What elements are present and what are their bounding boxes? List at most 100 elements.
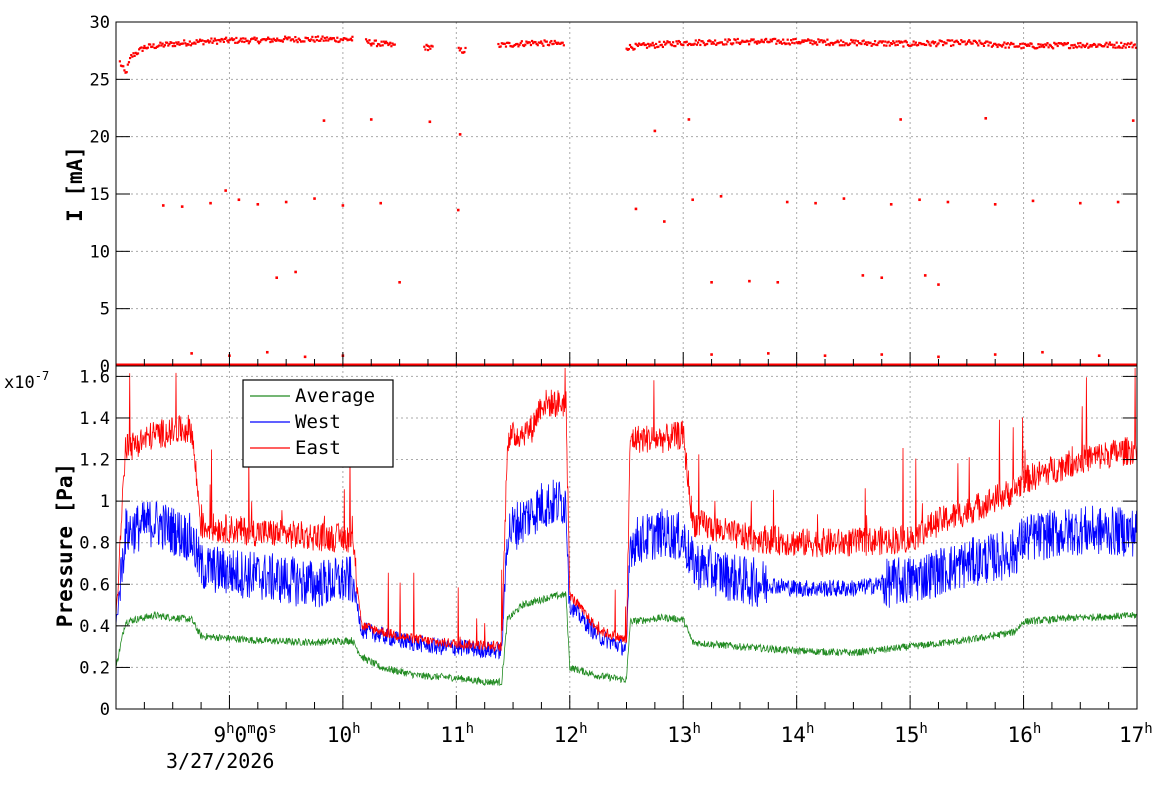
current-point <box>665 42 668 45</box>
current-point <box>842 40 845 44</box>
current-point <box>785 42 788 45</box>
current-point <box>1081 43 1084 46</box>
current-point <box>817 38 820 41</box>
current-point <box>656 45 659 49</box>
current-point <box>1092 42 1096 46</box>
current-point <box>153 46 156 50</box>
current-point <box>883 44 886 47</box>
x-tick-label: 11h <box>440 721 474 747</box>
current-point <box>229 38 232 41</box>
current-point <box>994 42 997 45</box>
current-point <box>729 42 733 45</box>
current-point <box>700 40 703 43</box>
current-point <box>660 43 663 46</box>
current-point <box>1039 43 1042 46</box>
current-point <box>1053 41 1056 44</box>
current-point <box>683 41 686 44</box>
current-point <box>151 45 154 48</box>
current-point <box>557 41 560 44</box>
current-point <box>301 40 304 43</box>
current-point <box>971 42 974 45</box>
current-point <box>159 41 162 44</box>
current-point <box>856 40 860 43</box>
pressure-y-tick-label: 0 <box>100 700 110 720</box>
current-point <box>820 39 823 42</box>
current-point <box>1049 44 1052 47</box>
current-point <box>542 44 545 47</box>
current-point <box>1057 41 1060 45</box>
current-point <box>545 40 548 43</box>
current-point <box>1112 46 1115 49</box>
current-point <box>807 38 810 41</box>
current-point <box>776 39 779 43</box>
current-point <box>1094 43 1097 46</box>
legend-label-east: East <box>295 437 341 459</box>
current-point <box>627 47 630 51</box>
current-point <box>294 35 297 39</box>
current-point <box>200 39 203 43</box>
current-point <box>885 44 888 47</box>
current-point <box>926 39 929 43</box>
current-outlier-point <box>861 274 865 277</box>
current-point <box>194 42 197 45</box>
current-point <box>1066 41 1069 45</box>
current-point <box>980 42 983 45</box>
current-point <box>458 49 461 52</box>
current-point <box>995 43 998 47</box>
current-point <box>1090 45 1093 48</box>
current-point <box>870 44 873 47</box>
current-point <box>877 41 880 44</box>
current-point <box>1011 42 1014 46</box>
current-point <box>515 43 518 46</box>
current-point <box>551 43 554 46</box>
current-point <box>122 65 125 68</box>
current-point <box>296 41 299 44</box>
current-point <box>560 41 563 44</box>
current-point <box>1042 45 1046 49</box>
current-outlier-point <box>303 355 307 359</box>
current-point <box>653 46 657 49</box>
current-point <box>1008 43 1012 46</box>
current-point <box>390 45 393 48</box>
current-point <box>678 41 682 44</box>
current-point <box>265 38 269 41</box>
current-point <box>373 39 376 42</box>
current-point <box>997 43 1000 46</box>
current-point <box>1120 41 1123 44</box>
current-point <box>800 41 803 44</box>
pressure-line-east <box>115 367 1138 653</box>
current-point <box>965 42 969 45</box>
current-point <box>822 39 826 42</box>
current-point <box>769 38 772 41</box>
current-point <box>766 40 769 43</box>
current-point <box>149 43 152 46</box>
current-point <box>702 41 705 44</box>
current-outlier-point <box>284 200 288 204</box>
current-point <box>837 41 840 44</box>
current-point <box>698 38 701 42</box>
current-outlier-point <box>814 201 817 205</box>
current-point <box>1131 46 1134 49</box>
current-point <box>278 39 281 42</box>
current-point <box>430 44 433 47</box>
current-point <box>553 39 556 43</box>
current-point <box>1128 45 1131 49</box>
current-point <box>986 40 989 43</box>
current-point <box>744 40 747 43</box>
current-point <box>866 43 869 46</box>
current-point <box>128 56 132 60</box>
current-point <box>1065 42 1068 45</box>
current-point <box>239 37 242 40</box>
current-point <box>991 44 995 47</box>
current-point <box>369 42 372 46</box>
current-point <box>500 42 503 45</box>
current-point <box>752 38 755 41</box>
current-point <box>1091 43 1094 47</box>
current-point <box>154 46 157 50</box>
current-point <box>178 43 181 46</box>
current-point <box>869 41 872 44</box>
current-point <box>424 48 427 51</box>
current-point <box>234 41 237 44</box>
current-point <box>956 40 959 44</box>
